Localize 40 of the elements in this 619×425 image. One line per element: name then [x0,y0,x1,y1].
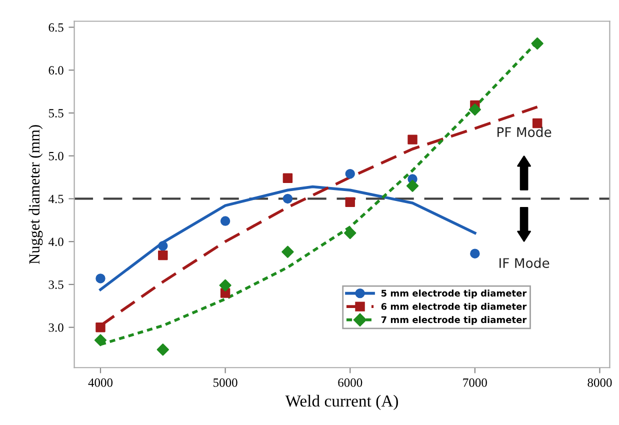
y-tick-label: 6.5 [48,23,64,32]
point [470,248,480,258]
x-tick-label: 4000 [88,378,113,387]
point [345,197,355,208]
x-tick-label: 7000 [463,378,487,387]
x-tick-label: 6000 [338,378,362,387]
point [344,226,356,240]
line-series [99,185,476,291]
x-axis-title: Weld current (A) [285,394,398,410]
y-tick-label: 5.0 [48,152,64,160]
y-tick-label: 3.5 [48,280,64,289]
y-tick-label: 4.5 [48,194,64,204]
y-tick-label: 6.0 [48,66,64,75]
point [96,322,106,332]
point [282,246,294,258]
point [220,216,230,226]
x-tick-label: 8000 [588,378,612,387]
y-tick-label: 4.0 [48,238,64,246]
point [406,180,419,192]
point [94,334,107,346]
legend-label: 5 mm electrode tip diameter [381,290,527,298]
point [219,279,232,292]
y-axis-title: Nugget diameter (mm) [28,125,43,264]
point [158,241,168,251]
y-tick-label: 3.0 [48,323,64,332]
annotation: IF Mode [500,258,550,268]
point [158,250,168,260]
point [96,274,106,284]
y-tick-label: 5.5 [48,109,64,118]
annotation: PF Mode [497,126,552,138]
point [282,194,293,204]
point [282,173,293,184]
point [345,169,355,179]
x-tick-label: 5000 [214,378,238,387]
legend-label: 6 mm electrode tip diameter [381,302,527,312]
point [408,134,418,144]
point [468,103,481,116]
point [156,344,169,356]
point [531,37,544,50]
legend-label: 7 mm electrode tip diameter [381,316,527,325]
